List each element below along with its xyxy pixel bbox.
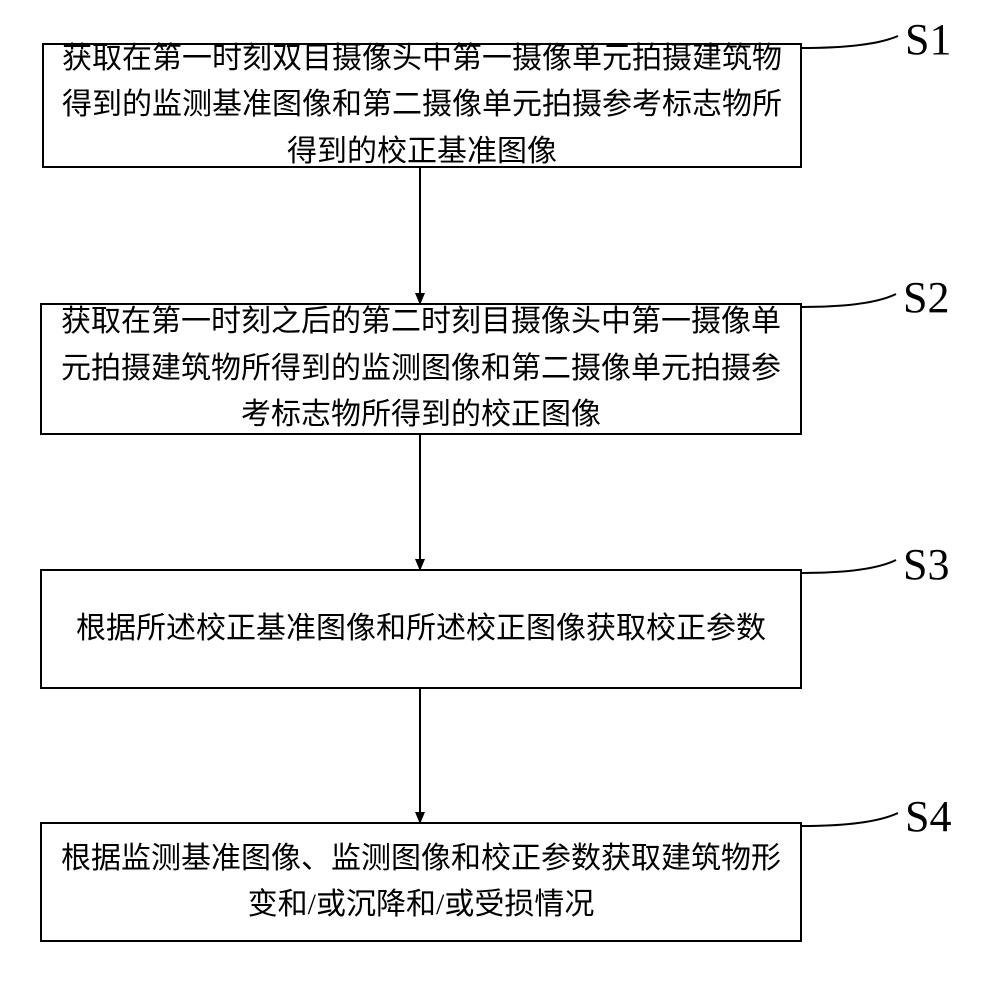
- flow-step-s2: 获取在第一时刻之后的第二时刻目摄像头中第一摄像单元拍摄建筑物所得到的监测图像和第…: [40, 303, 802, 435]
- callout-line: [802, 294, 896, 307]
- callout-line: [802, 560, 896, 573]
- step-label-s3: S3: [903, 539, 949, 590]
- flow-step-s3-text: 根据所述校正基准图像和所述校正图像获取校正参数: [76, 606, 766, 653]
- flow-step-s4-text: 根据监测基准图像、监测图像和校正参数获取建筑物形变和/或沉降和/或受损情况: [60, 836, 782, 929]
- flow-step-s1-text: 获取在第一时刻双目摄像头中第一摄像单元拍摄建筑物得到的监测基准图像和第二摄像单元…: [62, 36, 782, 176]
- step-label-s2: S2: [903, 272, 949, 323]
- callout-line: [802, 36, 898, 48]
- step-label-s1: S1: [905, 14, 951, 65]
- flow-step-s4: 根据监测基准图像、监测图像和校正参数获取建筑物形变和/或沉降和/或受损情况: [40, 822, 802, 942]
- flow-step-s2-text: 获取在第一时刻之后的第二时刻目摄像头中第一摄像单元拍摄建筑物所得到的监测图像和第…: [60, 299, 782, 439]
- flow-step-s3: 根据所述校正基准图像和所述校正图像获取校正参数: [40, 569, 802, 689]
- callout-line: [802, 813, 898, 826]
- flow-step-s1: 获取在第一时刻双目摄像头中第一摄像单元拍摄建筑物得到的监测基准图像和第二摄像单元…: [42, 43, 802, 168]
- step-label-s4: S4: [905, 791, 951, 842]
